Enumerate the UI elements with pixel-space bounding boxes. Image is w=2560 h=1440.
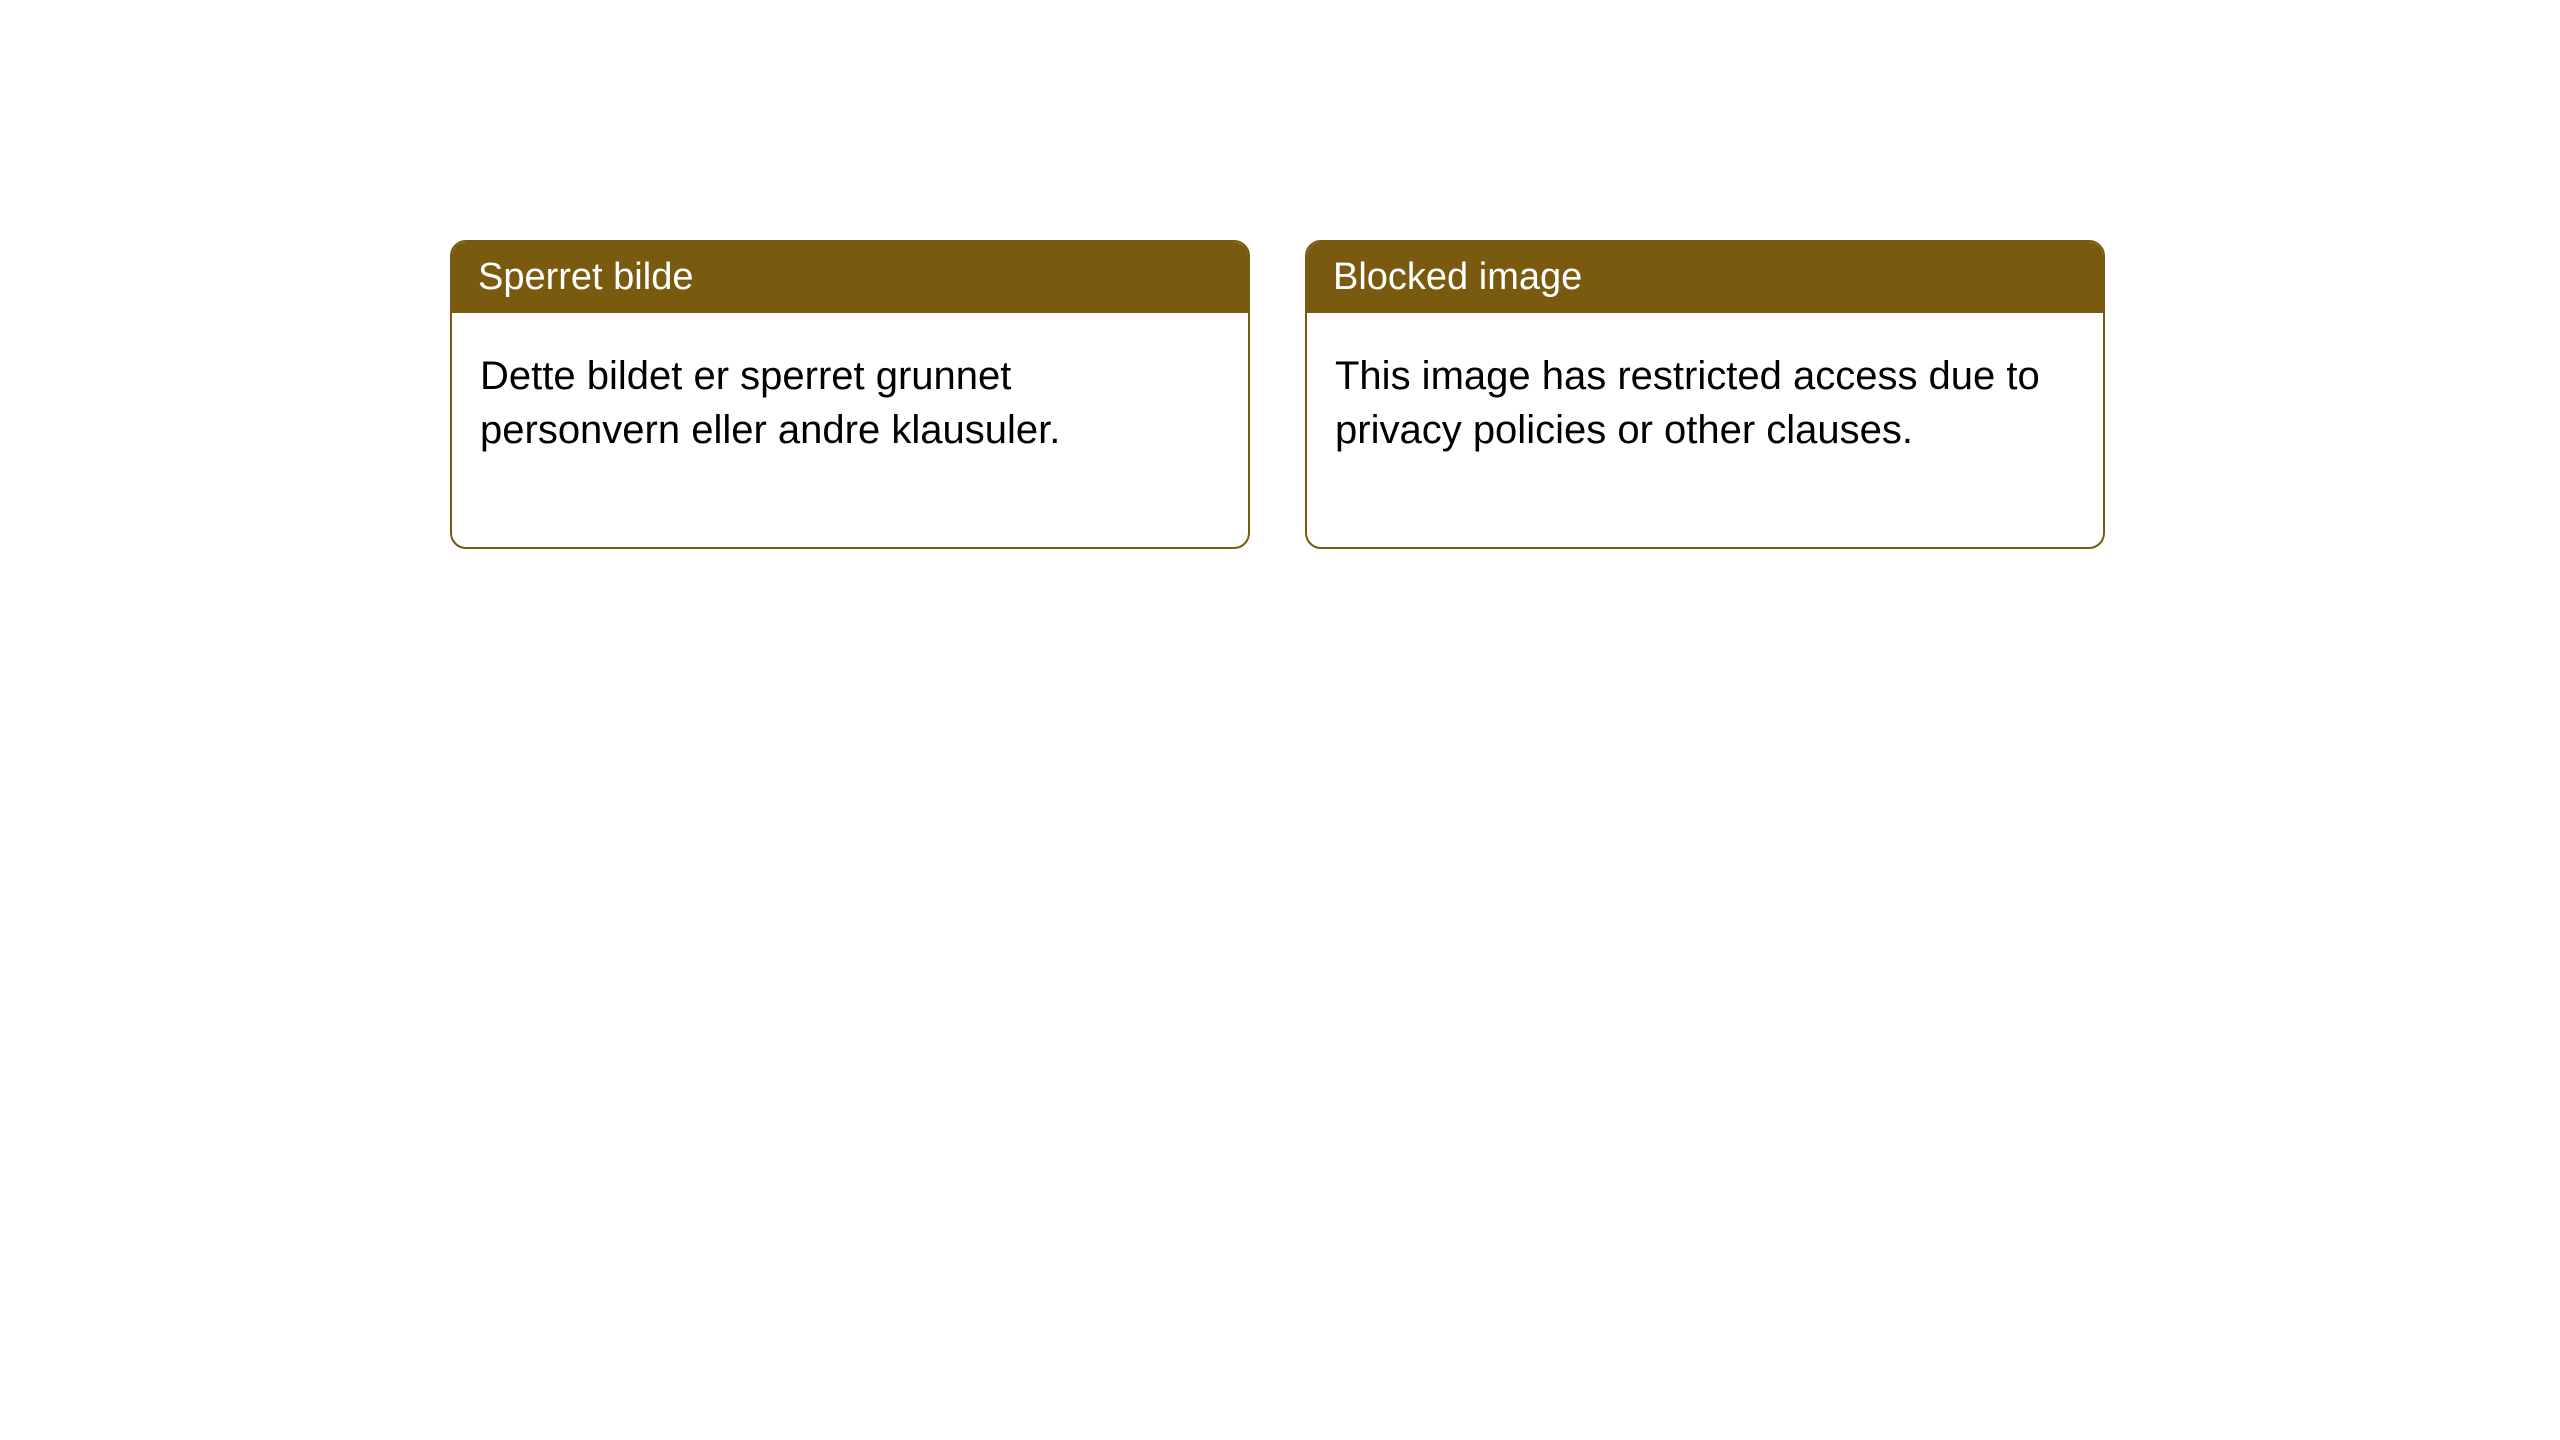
card-title-norwegian: Sperret bilde (478, 256, 693, 298)
notice-card-english: Blocked image This image has restricted … (1305, 240, 2105, 549)
notice-cards-container: Sperret bilde Dette bildet er sperret gr… (450, 240, 2105, 549)
notice-card-norwegian: Sperret bilde Dette bildet er sperret gr… (450, 240, 1250, 549)
card-header-english: Blocked image (1307, 242, 2103, 313)
card-title-english: Blocked image (1333, 256, 1582, 298)
card-body-text-norwegian: Dette bildet er sperret grunnet personve… (480, 354, 1060, 452)
card-body-text-english: This image has restricted access due to … (1335, 354, 2040, 452)
card-body-english: This image has restricted access due to … (1307, 313, 2103, 547)
card-body-norwegian: Dette bildet er sperret grunnet personve… (452, 313, 1248, 547)
card-header-norwegian: Sperret bilde (452, 242, 1248, 313)
